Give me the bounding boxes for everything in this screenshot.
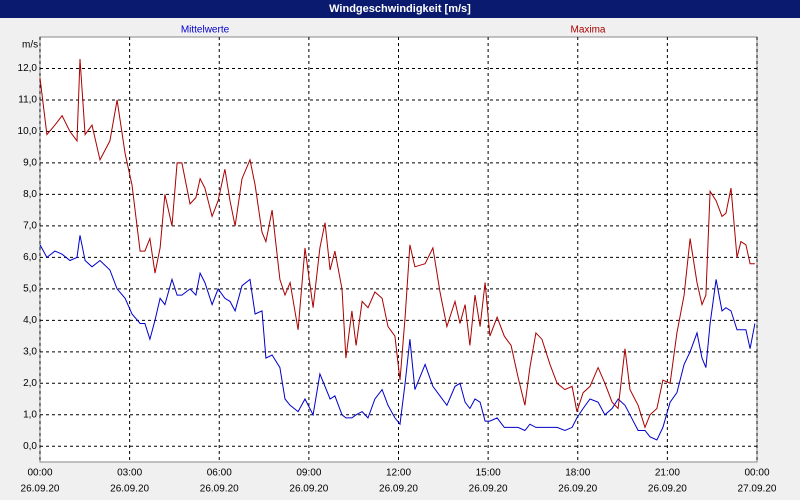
legend-label: Maxima [570, 25, 605, 36]
x-tick-label: 18:00 [565, 468, 590, 479]
y-tick-label: 0,0 [23, 441, 37, 452]
data-line [39, 58, 755, 429]
x-tick-date: 26.09.20 [110, 484, 149, 495]
x-tick-label: 21:00 [655, 468, 680, 479]
y-unit: m/s [22, 40, 38, 51]
x-tick-label: 00:00 [27, 468, 52, 479]
y-tick-label: 7,0 [23, 221, 37, 232]
y-tick-label: 10,0 [18, 126, 38, 137]
y-tick-label: 4,0 [23, 315, 37, 326]
y-tick-label: 3,0 [23, 346, 37, 357]
y-tick-label: 2,0 [23, 378, 37, 389]
y-tick-label: 6,0 [23, 252, 37, 263]
x-tick-label: 09:00 [296, 468, 321, 479]
x-tick-label: 12:00 [386, 468, 411, 479]
data-line [39, 235, 756, 441]
x-tick-label: 15:00 [476, 468, 501, 479]
x-tick-date: 26.09.20 [558, 484, 597, 495]
x-tick-label: 03:00 [117, 468, 142, 479]
y-tick-label: 1,0 [23, 409, 37, 420]
x-tick-label: 00:00 [744, 468, 769, 479]
y-tick-label: 11,0 [18, 95, 37, 106]
x-tick-date: 26.09.20 [21, 484, 60, 495]
x-tick-date: 26.09.20 [200, 484, 239, 495]
x-tick-date: 26.09.20 [379, 484, 418, 495]
y-tick-label: 5,0 [23, 283, 37, 294]
y-tick-label: 9,0 [23, 158, 37, 169]
legend-label: Mittelwerte [181, 25, 230, 36]
x-tick-date: 26.09.20 [469, 484, 508, 495]
title-bar [0, 0, 800, 18]
x-tick-label: 06:00 [207, 468, 232, 479]
x-tick-date: 26.09.20 [648, 484, 687, 495]
x-tick-date: 26.09.20 [289, 484, 328, 495]
x-tick-date: 27.09.20 [738, 484, 777, 495]
y-tick-label: 8,0 [23, 189, 37, 200]
chart-title: Windgeschwindigkeit [m/s] [329, 3, 471, 15]
y-tick-label: 12,0 [18, 63, 38, 74]
